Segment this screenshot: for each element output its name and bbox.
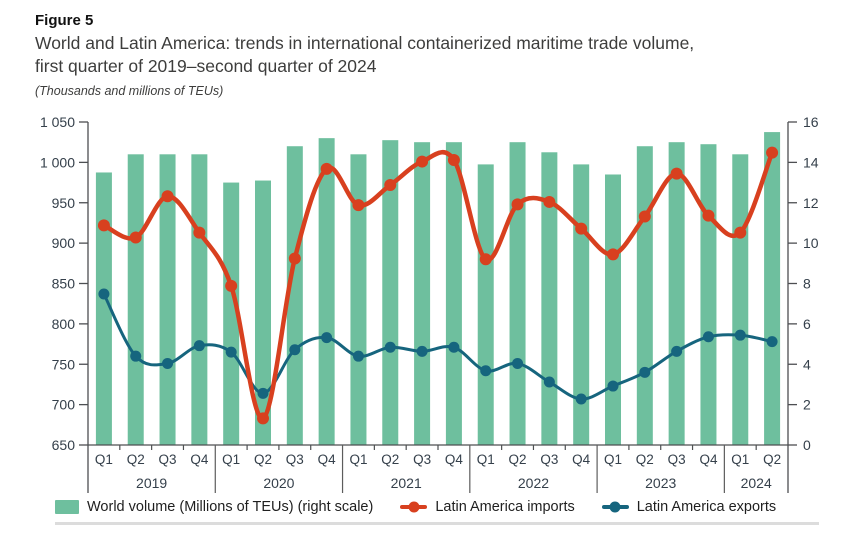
svg-text:Q1: Q1 [222, 452, 240, 467]
chart-legend: World volume (Millions of TEUs) (right s… [55, 499, 849, 515]
legend-swatch-world-volume [55, 500, 79, 515]
legend-label-exports: Latin America exports [636, 499, 777, 516]
combo-chart: 650 700 750 800 850 900 950 1 000 1 050 0 2 4 6 8 10 12… [40, 114, 819, 494]
figure-page: Figure 5 World and Latin America: trends… [0, 0, 849, 526]
svg-text:900: 900 [52, 235, 76, 251]
svg-text:Q1: Q1 [731, 452, 749, 467]
legend-label-imports: Latin America imports [435, 499, 575, 516]
svg-text:6: 6 [803, 316, 811, 332]
svg-text:Q2: Q2 [381, 452, 399, 467]
svg-text:Q3: Q3 [540, 452, 558, 467]
svg-text:16: 16 [803, 114, 819, 130]
svg-text:8: 8 [803, 276, 811, 292]
svg-text:Q2: Q2 [254, 452, 272, 467]
svg-text:650: 650 [52, 437, 76, 453]
legend-dot-imports [408, 501, 420, 513]
svg-text:2024: 2024 [741, 475, 772, 491]
figure-units-note: (Thousands and millions of TEUs) [35, 84, 224, 99]
svg-text:Q4: Q4 [190, 452, 209, 467]
svg-text:2020: 2020 [263, 475, 294, 491]
legend-marker-imports [400, 501, 428, 513]
legend-marker-exports [601, 501, 629, 513]
figure-label: Figure 5 [35, 12, 94, 29]
svg-text:Q1: Q1 [349, 452, 367, 467]
figure-title-line2: first quarter of 2019–second quarter of … [35, 56, 377, 77]
svg-text:Q2: Q2 [127, 452, 145, 467]
svg-text:Q3: Q3 [413, 452, 431, 467]
svg-text:Q4: Q4 [699, 452, 718, 467]
svg-text:14: 14 [803, 155, 819, 171]
svg-text:Q1: Q1 [95, 452, 113, 467]
svg-text:1 050: 1 050 [40, 114, 75, 130]
figure-title-line1: World and Latin America: trends in inter… [35, 33, 695, 53]
figure-title: World and Latin America: trends in inter… [35, 32, 814, 78]
svg-text:Q1: Q1 [477, 452, 495, 467]
svg-text:4: 4 [803, 356, 811, 372]
svg-text:2022: 2022 [518, 475, 549, 491]
legend-dot-exports [609, 501, 621, 513]
svg-text:700: 700 [52, 397, 76, 413]
svg-text:800: 800 [52, 316, 76, 332]
svg-text:Q2: Q2 [763, 452, 781, 467]
svg-text:2023: 2023 [645, 475, 676, 491]
svg-text:Q4: Q4 [318, 452, 337, 467]
svg-text:1 000: 1 000 [40, 155, 75, 171]
svg-text:0: 0 [803, 437, 811, 453]
svg-text:Q4: Q4 [445, 452, 464, 467]
svg-text:Q3: Q3 [286, 452, 304, 467]
svg-text:Q2: Q2 [509, 452, 527, 467]
legend-label-world-volume: World volume (Millions of TEUs) (right s… [87, 499, 374, 516]
legend-item-exports: Latin America exports [601, 499, 777, 516]
svg-text:Q2: Q2 [636, 452, 654, 467]
legend-item-imports: Latin America imports [400, 499, 575, 516]
svg-text:850: 850 [52, 276, 76, 292]
svg-text:Q3: Q3 [159, 452, 177, 467]
svg-text:Q3: Q3 [668, 452, 686, 467]
svg-text:10: 10 [803, 235, 819, 251]
svg-text:2: 2 [803, 397, 811, 413]
svg-text:12: 12 [803, 195, 819, 211]
svg-text:950: 950 [52, 195, 76, 211]
svg-text:Q4: Q4 [572, 452, 591, 467]
svg-text:2019: 2019 [136, 475, 167, 491]
figure-header: Figure 5 World and Latin America: trends… [0, 0, 849, 98]
svg-text:2021: 2021 [391, 475, 422, 491]
svg-text:750: 750 [52, 356, 76, 372]
bottom-divider [55, 522, 819, 526]
svg-text:Q1: Q1 [604, 452, 622, 467]
legend-item-world-volume: World volume (Millions of TEUs) (right s… [55, 499, 373, 515]
